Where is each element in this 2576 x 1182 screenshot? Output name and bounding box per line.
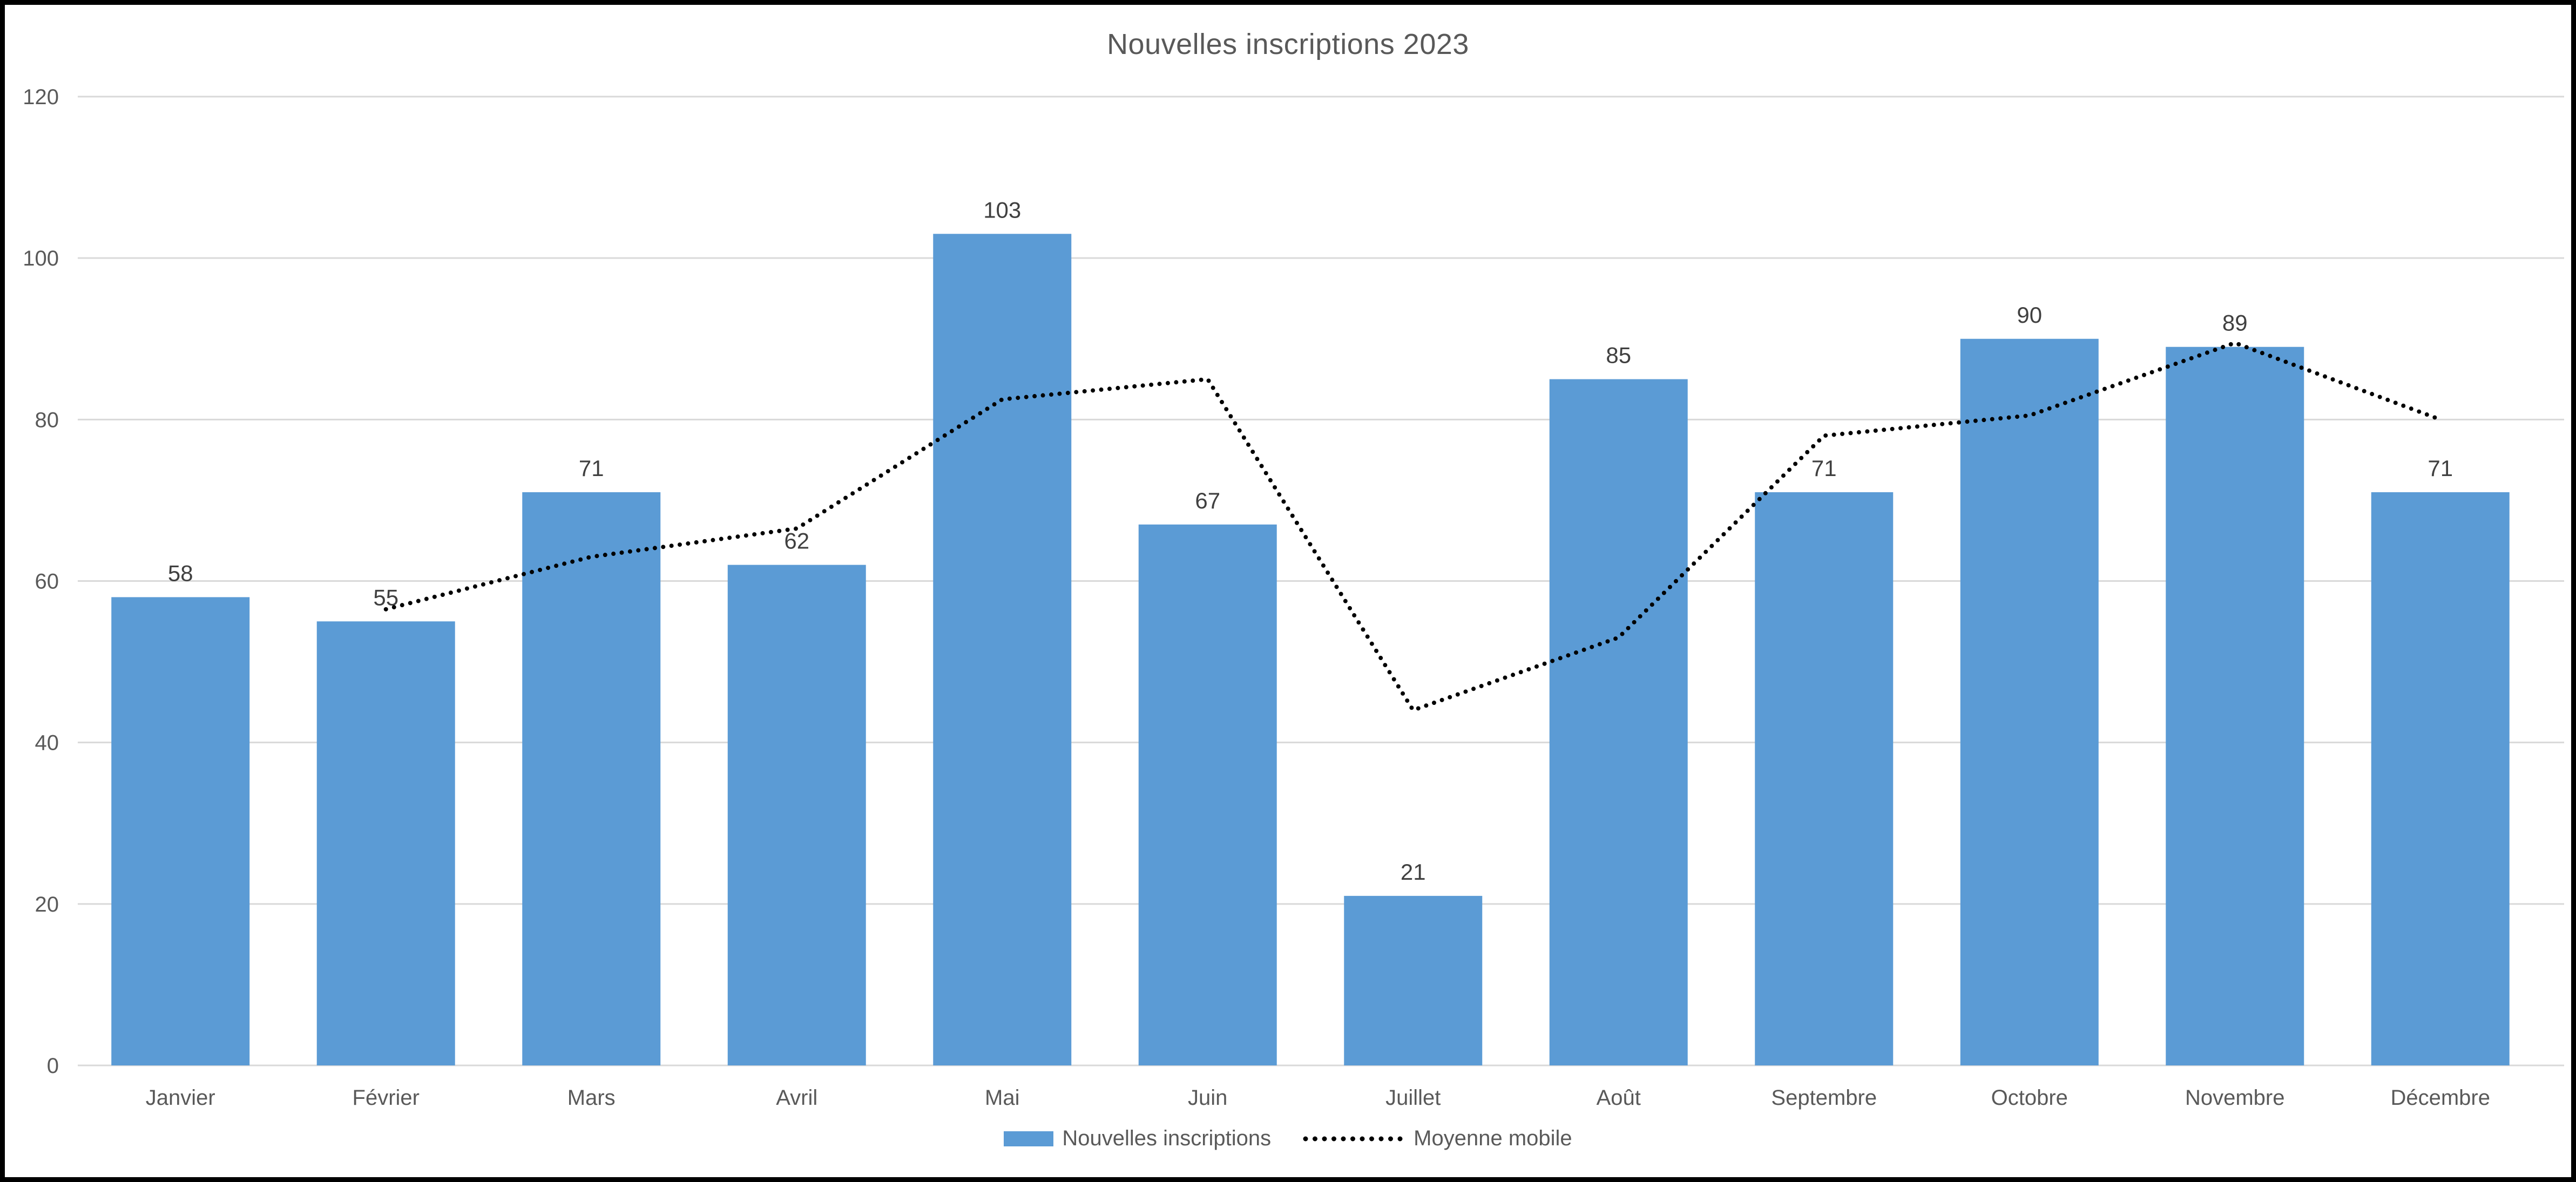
bar-value-label-octobre: 90 (2017, 302, 2042, 328)
bar-mars (522, 492, 661, 1066)
x-axis-label-avril: Avril (776, 1086, 817, 1110)
bar-value-label-juillet: 21 (1401, 859, 1426, 885)
bar-août (1549, 379, 1688, 1065)
legend-item-nouvelles-inscriptions: Nouvelles inscriptions (1004, 1126, 1271, 1151)
chart-title: Nouvelles inscriptions 2023 (1107, 28, 1469, 60)
bar-juin (1138, 524, 1277, 1065)
legend-item-moyenne-mobile: Moyenne mobile (1302, 1126, 1572, 1151)
y-axis-tick-80: 80 (35, 408, 59, 432)
dotted-line-swatch (1303, 1136, 1404, 1141)
bar-mai (933, 234, 1072, 1066)
y-axis-tick-120: 120 (23, 85, 59, 109)
y-axis-tick-20: 20 (35, 893, 59, 916)
bar-novembre (2166, 347, 2304, 1066)
bar-juillet (1344, 895, 1483, 1065)
legend-label-nouvelles-inscriptions: Nouvelles inscriptions (1062, 1126, 1272, 1150)
bar-value-label-décembre: 71 (2428, 456, 2453, 481)
x-axis-label-juin: Juin (1188, 1086, 1227, 1110)
x-axis-label-mai: Mai (985, 1086, 1019, 1110)
legend-label-moyenne-mobile: Moyenne mobile (1414, 1126, 1572, 1150)
bar-value-label-novembre: 89 (2222, 310, 2248, 336)
y-axis-tick-60: 60 (35, 570, 59, 594)
bar-value-label-août: 85 (1606, 343, 1631, 368)
bar-avril (727, 565, 866, 1065)
bar-series-swatch (1004, 1131, 1054, 1146)
bar-value-label-juin: 67 (1195, 488, 1220, 513)
x-axis-label-décembre: Décembre (2390, 1086, 2490, 1110)
bar-value-label-mai: 103 (983, 197, 1021, 222)
y-axis-tick-0: 0 (47, 1054, 59, 1078)
bar-value-label-avril: 62 (784, 528, 809, 554)
bar-value-label-septembre: 71 (1811, 456, 1837, 481)
x-axis-label-août: Août (1597, 1086, 1641, 1110)
x-axis-label-février: Février (353, 1086, 420, 1110)
y-axis-tick-100: 100 (23, 247, 59, 270)
moving-average-line (383, 341, 2443, 712)
bar-value-label-mars: 71 (579, 456, 604, 481)
bar-septembre (1755, 492, 1894, 1066)
x-axis-label-juillet: Juillet (1385, 1086, 1441, 1110)
x-axis-label-janvier: Janvier (146, 1086, 215, 1110)
legend: Nouvelles inscriptions Moyenne mobile (5, 1126, 2571, 1151)
bar-février (316, 621, 455, 1065)
bar-line-chart: 02040608010012058Janvier55Février71Mars6… (23, 85, 2564, 1110)
bar-value-label-janvier: 58 (168, 560, 193, 586)
x-axis-label-mars: Mars (567, 1086, 616, 1110)
x-axis-label-septembre: Septembre (1771, 1086, 1877, 1110)
bar-décembre (2371, 492, 2510, 1066)
x-axis-label-novembre: Novembre (2185, 1086, 2285, 1110)
bar-octobre (1960, 338, 2099, 1065)
bar-janvier (111, 597, 250, 1065)
y-axis-tick-40: 40 (35, 731, 59, 755)
x-axis-label-octobre: Octobre (1991, 1086, 2068, 1110)
